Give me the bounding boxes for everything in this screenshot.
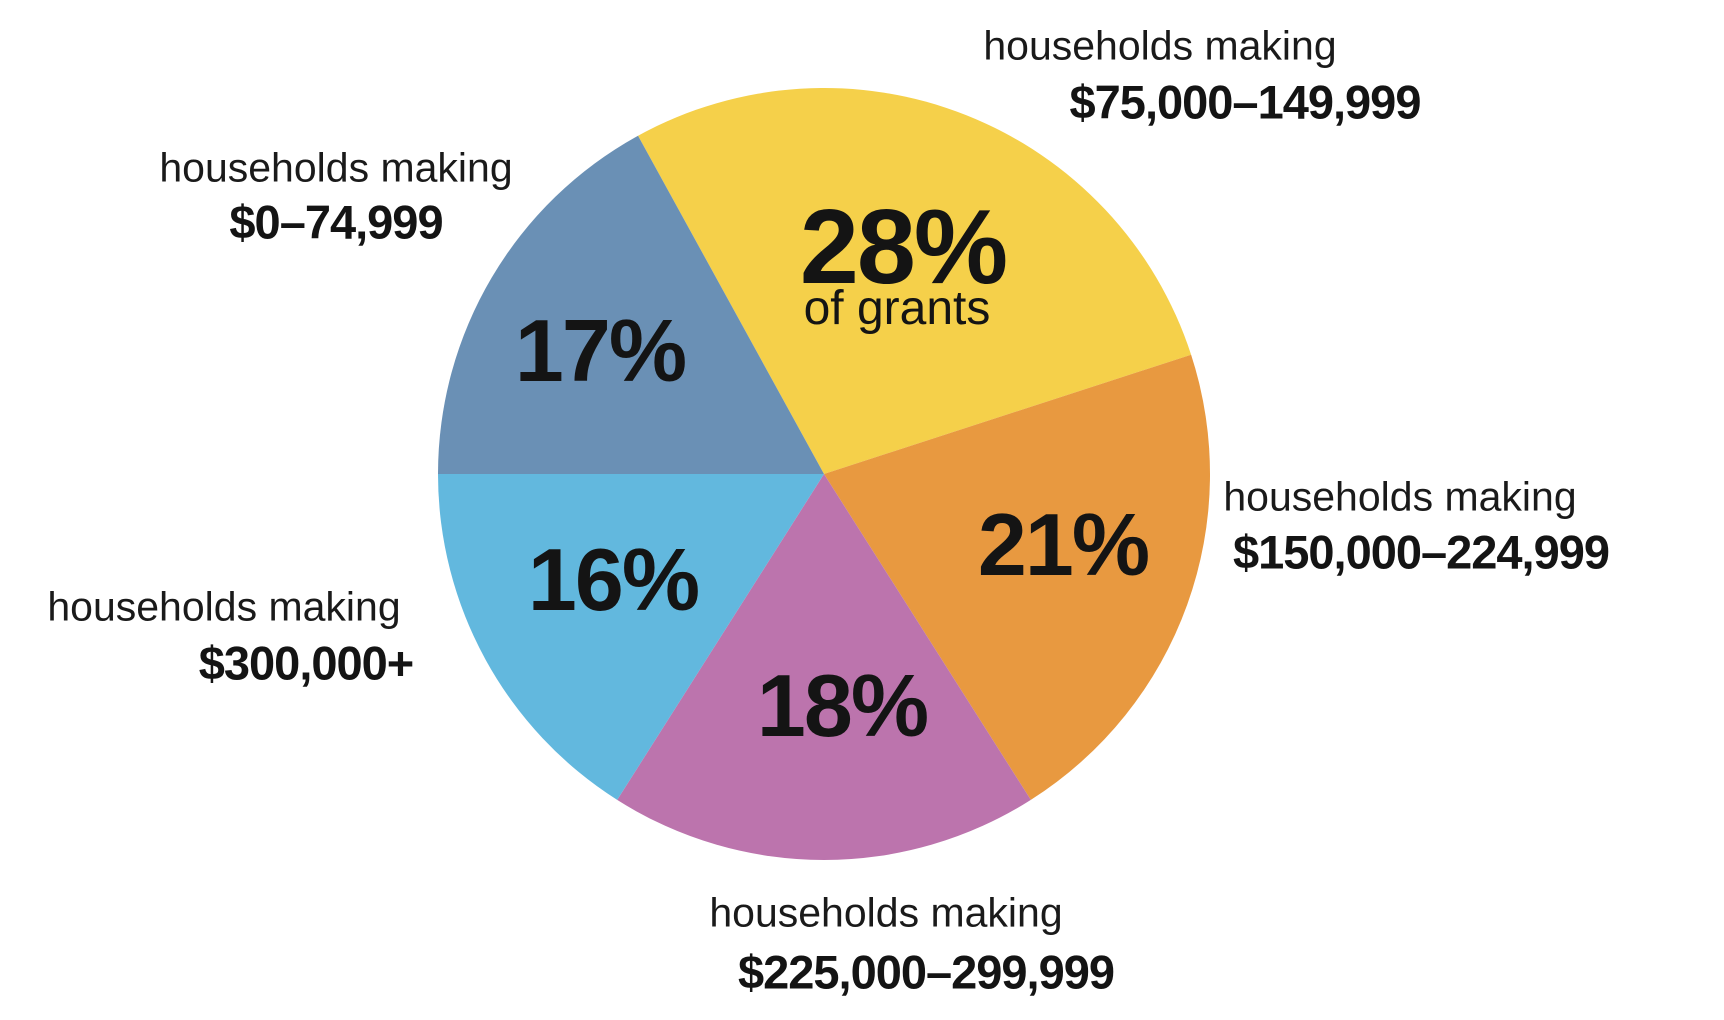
slice-range-label-1: $150,000–224,999 <box>1232 525 1610 579</box>
slice-percent-label-2: 18% <box>756 656 929 755</box>
pie-slice-0 <box>638 88 1192 474</box>
slice-percent-label-0: 28% <box>799 188 1008 306</box>
pie-slice-4 <box>438 135 824 474</box>
slice-range-label-4: $0–74,999 <box>229 195 443 249</box>
slice-category-label-4: households making <box>159 144 513 191</box>
pie-slice-2 <box>617 474 1031 860</box>
slice-category-label-1: households making <box>1223 473 1577 520</box>
slice-category-label-0: households making <box>983 22 1337 69</box>
slice-percent-label-1: 21% <box>977 495 1150 594</box>
slice-range-label-3: $300,000+ <box>198 636 414 690</box>
slice-range-label-0: $75,000–149,999 <box>1069 75 1422 129</box>
pie-slice-3 <box>438 474 824 800</box>
slice-percent-label-4: 17% <box>514 301 687 400</box>
slice-percent-label-3: 16% <box>527 530 700 629</box>
slice-category-label-3: households making <box>47 583 401 630</box>
slice-range-label-2: $225,000–299,999 <box>737 945 1115 999</box>
pie-slice-1 <box>824 354 1211 800</box>
slice-category-label-2: households making <box>709 889 1063 936</box>
slice-sublabel-0: of grants <box>803 282 991 335</box>
